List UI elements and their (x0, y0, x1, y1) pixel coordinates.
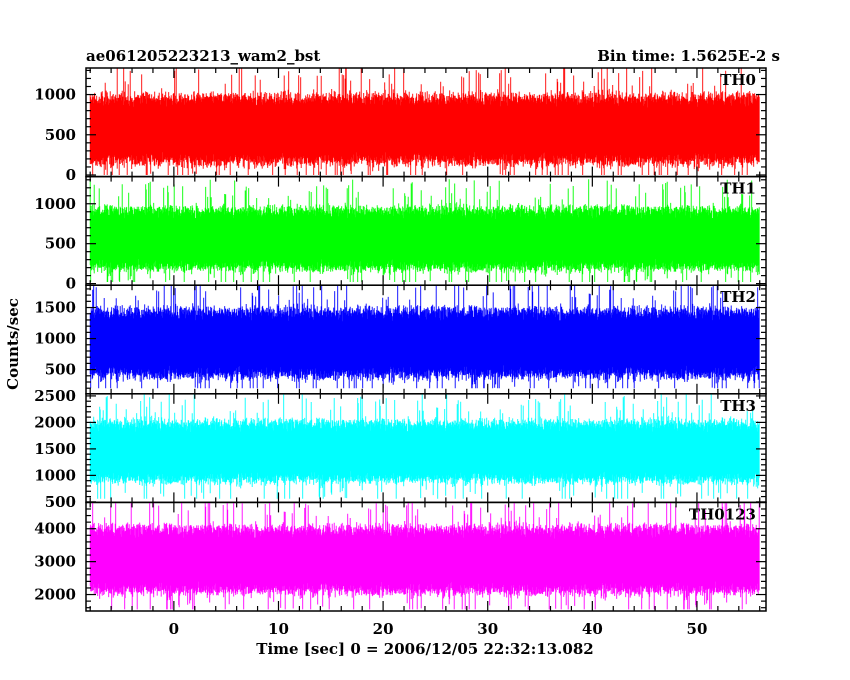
x-tick-label: 20 (373, 620, 394, 638)
x-axis-label: Time [sec] 0 = 2006/12/05 22:32:13.082 (256, 640, 593, 658)
y-tick-label: 500 (45, 126, 76, 144)
panel-label-th1: TH1 (720, 180, 756, 198)
x-tick-label: 40 (582, 620, 603, 638)
panel-th3: 500 1000 1500 2000 2500 TH3 (34, 387, 767, 511)
chart-title: ae061205223213_wam2_bst (86, 47, 320, 65)
panel-th0123: 2000 3000 4000 TH0123 (34, 501, 767, 612)
y-tick-label: 1000 (34, 86, 76, 104)
y-tick-label: 2000 (34, 586, 76, 604)
y-tick-label: 0 (66, 166, 76, 184)
y-tick-label: 2500 (34, 387, 76, 405)
x-tick-label: 50 (687, 620, 708, 638)
series-th2 (89, 285, 760, 389)
x-tick-label: 10 (268, 620, 289, 638)
panel-th0: 0 500 1000 TH0 (34, 67, 767, 184)
y-tick-label: 500 (45, 493, 76, 511)
bin-time-label: Bin time: 1.5625E-2 s (597, 47, 780, 65)
y-tick-label: 1000 (34, 466, 76, 484)
y-tick-label: 1500 (34, 440, 76, 458)
y-tick-label: 1500 (34, 299, 76, 317)
x-axis: 0 10 20 30 40 50 (169, 620, 708, 638)
series-th0123 (89, 502, 760, 610)
y-tick-label: 1000 (34, 330, 76, 348)
series-th3 (89, 393, 760, 499)
y-tick-label: 0 (66, 275, 76, 293)
panel-label-th2: TH2 (720, 288, 756, 306)
panel-th2: 500 1000 1500 TH2 (34, 284, 767, 395)
y-tick-label: 500 (45, 361, 76, 379)
series-th1 (89, 179, 760, 282)
panel-label-th0123: TH0123 (689, 505, 756, 523)
y-tick-label: 500 (45, 235, 76, 253)
y-tick-label: 2000 (34, 413, 76, 431)
panel-label-th3: TH3 (720, 397, 756, 415)
panels: 0 500 1000 TH0 0 500 1000 TH1 500 1000 1500 TH2 500 1… (34, 67, 767, 612)
y-tick-label: 3000 (34, 553, 76, 571)
y-tick-label: 4000 (34, 520, 76, 538)
y-tick-label: 1000 (34, 195, 76, 213)
panel-frame (85, 501, 767, 612)
x-tick-label: 30 (477, 620, 498, 638)
panel-th1: 0 500 1000 TH1 (34, 175, 767, 293)
y-axis-label: Counts/sec (4, 298, 22, 390)
x-tick-label: 0 (169, 620, 179, 638)
panel-label-th0: TH0 (720, 71, 756, 89)
series-th0 (89, 68, 760, 175)
